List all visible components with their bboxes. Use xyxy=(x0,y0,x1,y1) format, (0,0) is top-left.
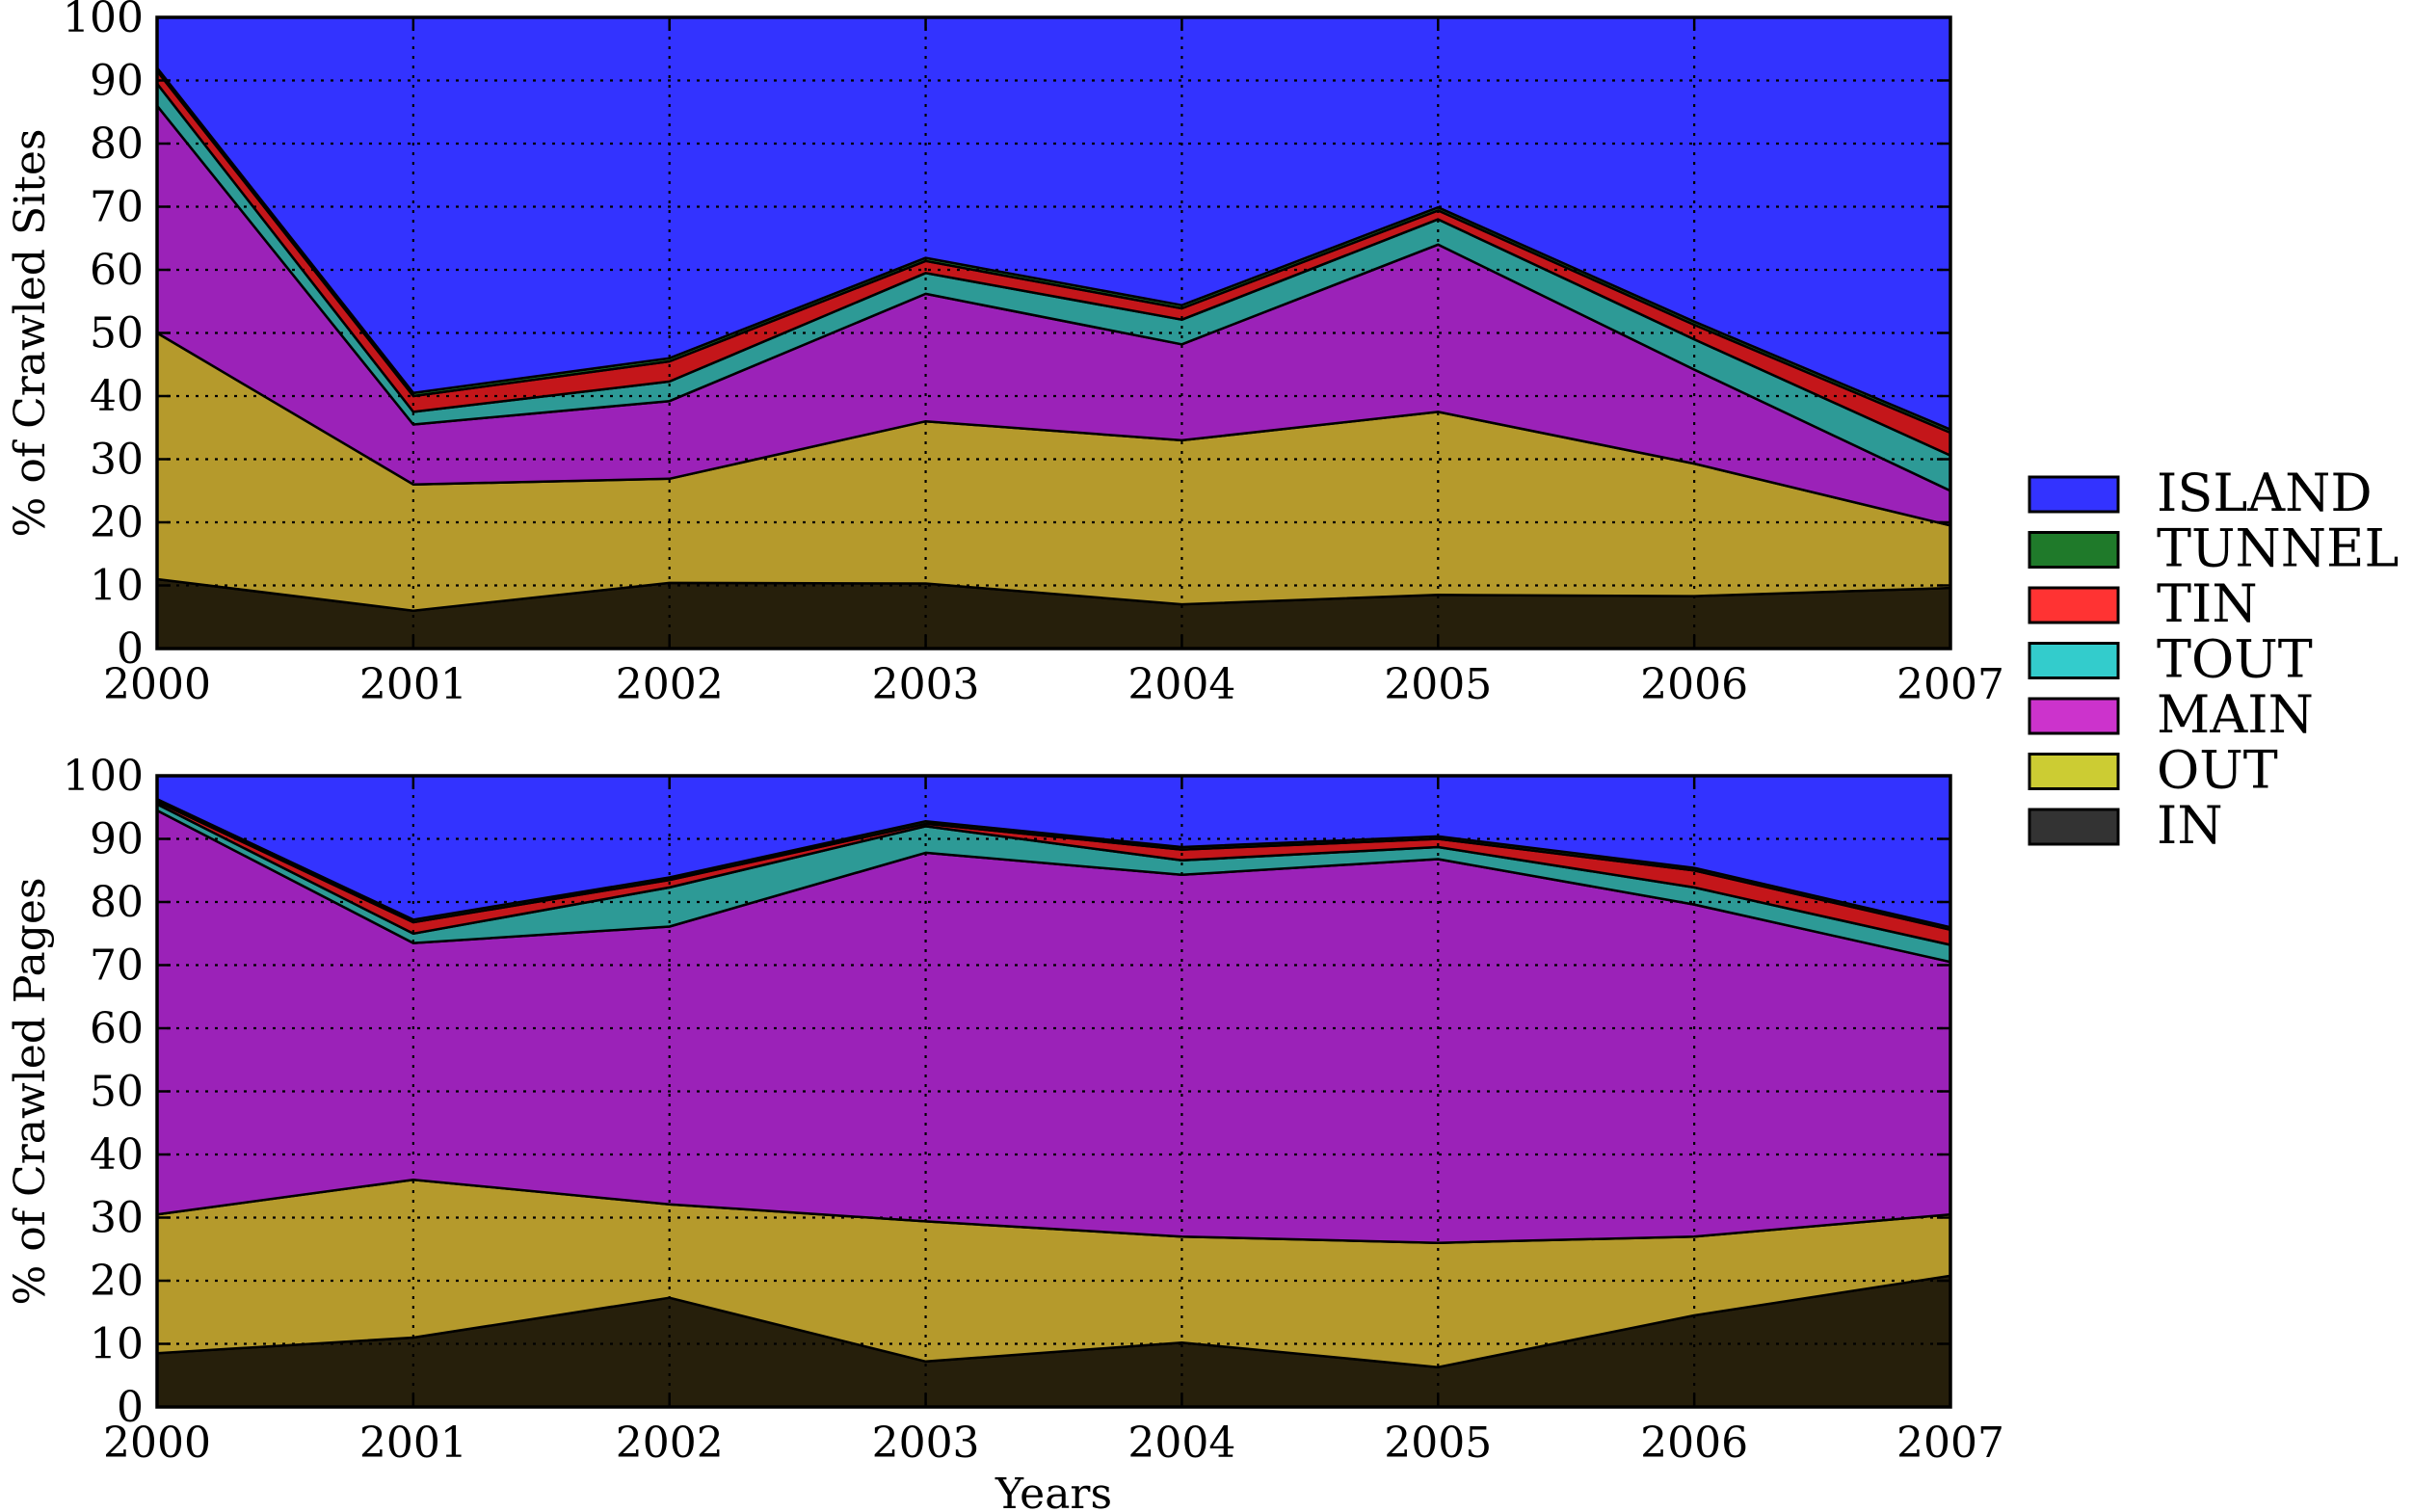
pages-ytick-label: 70 xyxy=(90,942,144,991)
sites-xtick-label: 2007 xyxy=(1896,660,2004,709)
legend-swatch-main xyxy=(2028,697,2120,735)
pages-ytick-label: 80 xyxy=(90,878,144,927)
pages-x-axis: 2000 2001 2002 2003 2004 2005 2006 2007 xyxy=(103,776,2004,1468)
pages-xtick-label: 2004 xyxy=(1127,1419,1235,1468)
pages-ytick-label: 90 xyxy=(90,815,144,864)
sites-xtick-label: 2003 xyxy=(872,660,980,709)
sites-xtick-label: 2004 xyxy=(1127,660,1235,709)
pages-xtick-label: 2006 xyxy=(1640,1419,1748,1468)
legend-label-tin: TIN xyxy=(2157,573,2258,634)
sites-ytick-label: 80 xyxy=(90,119,144,169)
sites-ytick-label: 20 xyxy=(90,498,144,547)
pages-ytick-label: 20 xyxy=(90,1257,144,1306)
sites-ytick-label: 100 xyxy=(63,0,144,42)
pages-ytick-label: 100 xyxy=(63,752,144,801)
pages-ytick-label: 50 xyxy=(90,1068,144,1117)
pages-x-axis-title: Years xyxy=(994,1470,1112,1512)
pages-y-axis: 0 10 20 30 40 50 60 70 80 90 100 xyxy=(63,752,1950,1432)
sites-ytick-label: 0 xyxy=(117,624,144,674)
pages-y-axis-title: % of Crawled Pages xyxy=(6,877,55,1305)
sites-grid xyxy=(157,17,1950,649)
sites-ytick-label: 70 xyxy=(90,183,144,232)
legend-label-out: OUT xyxy=(2157,740,2278,801)
pages-area-layers xyxy=(155,774,1952,1409)
legend-swatch-out xyxy=(2028,753,2120,790)
legend-swatch-tunnel xyxy=(2028,531,2120,569)
legend-label-island: ISLAND xyxy=(2157,463,2373,523)
pages-xtick-label: 2002 xyxy=(616,1419,724,1468)
pages-xtick-label: 2003 xyxy=(872,1419,980,1468)
sites-xtick-label: 2001 xyxy=(359,660,467,709)
pages-ytick-label: 30 xyxy=(90,1194,144,1243)
sites-y-axis-title: % of Crawled Sites xyxy=(6,129,55,538)
legend-swatch-tout xyxy=(2028,642,2120,679)
sites-ytick-label: 50 xyxy=(90,309,144,358)
sites-x-axis: 2000 2001 2002 2003 2004 2005 2006 2007 xyxy=(103,17,2004,709)
sites-xtick-label: 2006 xyxy=(1640,660,1748,709)
pages-xtick-label: 2005 xyxy=(1384,1419,1492,1468)
legend-swatch-tin xyxy=(2028,586,2120,624)
sites-xtick-label: 2002 xyxy=(616,660,724,709)
sites-y-axis: 0 10 20 30 40 50 60 70 80 90 100 xyxy=(63,0,1950,674)
pages-ytick-label: 10 xyxy=(90,1320,144,1369)
sites-ytick-label: 40 xyxy=(90,372,144,421)
sites-xtick-label: 2000 xyxy=(103,660,211,709)
pages-ytick-label: 60 xyxy=(90,1004,144,1053)
sites-ytick-label: 10 xyxy=(90,562,144,611)
sites-ytick-label: 60 xyxy=(90,246,144,295)
legend-swatch-in xyxy=(2028,808,2120,846)
sites-ytick-label: 90 xyxy=(90,57,144,106)
pages-xtick-label: 2000 xyxy=(103,1419,211,1468)
legend-label-tout: TOUT xyxy=(2157,629,2313,690)
sites-ytick-label: 30 xyxy=(90,436,144,485)
legend-label-main: MAIN xyxy=(2157,684,2314,745)
pages-ytick-label: 0 xyxy=(117,1383,144,1432)
pages-xtick-label: 2001 xyxy=(359,1419,467,1468)
legend-label-in: IN xyxy=(2157,795,2223,856)
legend-label-tunnel: TUNNEL xyxy=(2157,518,2399,579)
pages-ytick-label: 40 xyxy=(90,1130,144,1180)
pages-xtick-label: 2007 xyxy=(1896,1419,2004,1468)
pages-grid xyxy=(157,776,1950,1407)
sites-xtick-label: 2005 xyxy=(1384,660,1492,709)
legend-swatch-island xyxy=(2028,475,2120,514)
